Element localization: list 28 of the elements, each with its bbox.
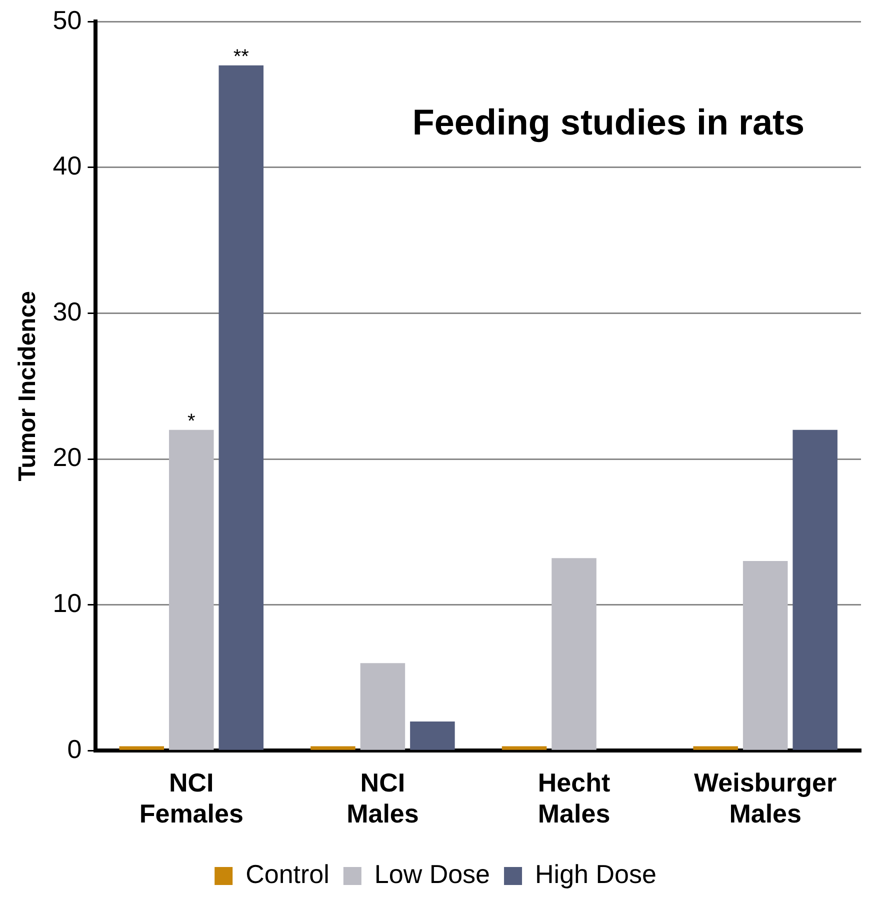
bar <box>218 65 264 750</box>
bar <box>119 746 164 750</box>
y-tick-label: 40 <box>52 150 82 181</box>
y-tick-label: 30 <box>52 296 82 326</box>
bar <box>410 721 455 750</box>
bar <box>502 746 547 750</box>
y-tick-label: 0 <box>67 734 82 764</box>
legend-label: Low Dose <box>374 859 490 890</box>
annotation: * <box>187 410 196 432</box>
annotation: ** <box>233 46 250 68</box>
bar <box>792 430 838 750</box>
text: Feeding studies in rats <box>412 102 805 143</box>
x-tick-label: Hecht Males <box>538 767 610 829</box>
bar <box>552 558 596 750</box>
x-tick-label: NCI Females <box>139 767 244 829</box>
bar <box>360 663 406 750</box>
bar <box>693 746 738 750</box>
y-tick-label: 20 <box>52 442 82 472</box>
y-tick-label: 50 <box>52 4 82 35</box>
bar <box>310 746 356 750</box>
x-tick-label: NCI Males <box>346 767 419 829</box>
y-tick-label: 10 <box>52 588 82 618</box>
y-axis-title: Tumor Incidence <box>14 290 42 482</box>
x-tick-label: Weisburger Males <box>694 767 837 829</box>
legend-label: Control <box>246 859 330 890</box>
legend-label: High Dose <box>535 859 656 890</box>
bar <box>168 430 214 750</box>
bar <box>742 561 788 750</box>
